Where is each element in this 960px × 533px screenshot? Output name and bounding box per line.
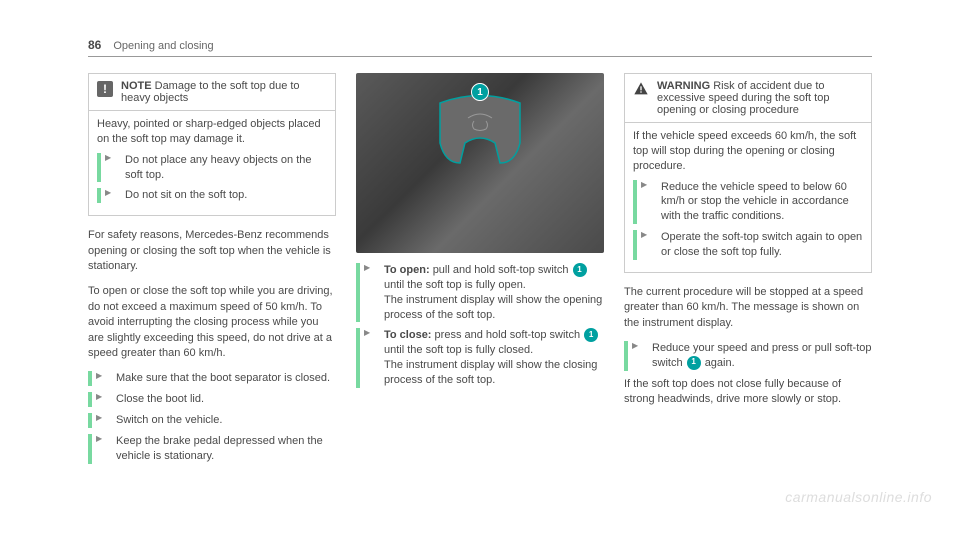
close-label: To close: bbox=[384, 329, 431, 341]
step-to-open: To open: pull and hold soft-top switch 1… bbox=[356, 263, 604, 322]
open-text-1: pull and hold soft-top switch bbox=[433, 264, 569, 276]
open-label: To open: bbox=[384, 264, 430, 276]
close-sub: The instrument display will show the clo… bbox=[384, 358, 604, 388]
column-2: 1 To open: pull and hold soft-top switch… bbox=[356, 73, 604, 470]
callout-badge: 1 bbox=[471, 83, 489, 101]
instruction-image: 1 bbox=[356, 73, 604, 253]
page-header: 86 Opening and closing bbox=[88, 38, 872, 57]
close-text-2: until the soft top is fully closed. bbox=[384, 344, 533, 356]
note-icon: ! bbox=[97, 81, 113, 97]
body-text: The current procedure will be stopped at… bbox=[624, 285, 872, 331]
note-body-intro: Heavy, pointed or sharp-edged objects pl… bbox=[97, 117, 327, 147]
step-item: Reduce your speed and press or pull soft… bbox=[624, 341, 872, 371]
body-text: If the soft top does not close fully bec… bbox=[624, 377, 872, 408]
step-text-1: Reduce your speed and press or pull soft… bbox=[652, 342, 872, 369]
inline-callout-icon: 1 bbox=[573, 263, 587, 277]
step-item: Make sure that the boot separator is clo… bbox=[88, 371, 336, 386]
warning-icon bbox=[633, 81, 649, 97]
inline-callout-icon: 1 bbox=[687, 356, 701, 370]
note-title-line: NOTE Damage to the soft top due to heavy… bbox=[121, 80, 327, 104]
warning-bullet: Reduce the vehicle speed to below 60 km/… bbox=[633, 180, 863, 225]
warning-label: WARNING bbox=[657, 80, 710, 92]
step-to-close: To close: press and hold soft-top switch… bbox=[356, 328, 604, 387]
note-box: ! NOTE Damage to the soft top due to hea… bbox=[88, 73, 336, 216]
body-text: To open or close the soft top while you … bbox=[88, 284, 336, 361]
body-text: For safety reasons, Mercedes-Benz recomm… bbox=[88, 228, 336, 274]
step-item: Switch on the vehicle. bbox=[88, 413, 336, 428]
close-text-1: press and hold soft-top switch bbox=[435, 329, 581, 341]
chapter-title: Opening and closing bbox=[113, 40, 213, 52]
warning-box: WARNING Risk of accident due to excessiv… bbox=[624, 73, 872, 273]
warning-body-intro: If the vehicle speed exceeds 60 km/h, th… bbox=[633, 129, 863, 174]
note-label: NOTE bbox=[121, 80, 152, 92]
step-text-2: again. bbox=[705, 357, 735, 369]
step-item: Keep the brake pedal depressed when the … bbox=[88, 434, 336, 464]
step-item: Close the boot lid. bbox=[88, 392, 336, 407]
warning-bullet: Operate the soft-top switch again to ope… bbox=[633, 230, 863, 260]
open-text-2: until the soft top is fully open. bbox=[384, 279, 526, 291]
note-bullet: Do not place any heavy objects on the so… bbox=[97, 153, 327, 183]
warning-title-line: WARNING Risk of accident due to excessiv… bbox=[657, 80, 863, 116]
open-sub: The instrument display will show the ope… bbox=[384, 293, 604, 323]
column-1: ! NOTE Damage to the soft top due to hea… bbox=[88, 73, 336, 470]
note-bullet: Do not sit on the soft top. bbox=[97, 188, 327, 203]
watermark-text: carmanualsonline.info bbox=[785, 489, 932, 505]
switch-overlay-shape bbox=[420, 93, 540, 173]
column-3: WARNING Risk of accident due to excessiv… bbox=[624, 73, 872, 470]
inline-callout-icon: 1 bbox=[584, 328, 598, 342]
page-number: 86 bbox=[88, 38, 101, 52]
